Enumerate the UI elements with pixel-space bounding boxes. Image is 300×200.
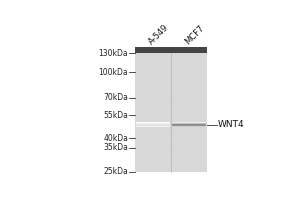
- Bar: [172, 123, 206, 124]
- Bar: [171, 47, 207, 53]
- Text: MCF7: MCF7: [183, 23, 206, 46]
- Bar: [136, 122, 170, 123]
- Bar: [136, 125, 170, 126]
- Bar: [172, 123, 206, 124]
- Text: 35kDa: 35kDa: [103, 143, 128, 152]
- Text: 130kDa: 130kDa: [99, 49, 128, 58]
- Bar: [136, 125, 170, 126]
- Bar: [172, 124, 206, 125]
- Bar: [135, 47, 207, 172]
- Bar: [172, 124, 206, 125]
- Bar: [136, 123, 170, 124]
- Text: A-549: A-549: [147, 23, 170, 46]
- Bar: [136, 124, 170, 125]
- Bar: [172, 122, 206, 123]
- Bar: [172, 123, 206, 124]
- Text: 100kDa: 100kDa: [99, 68, 128, 77]
- Text: WNT4: WNT4: [218, 120, 244, 129]
- Bar: [136, 125, 170, 126]
- Bar: [172, 126, 206, 127]
- Bar: [172, 124, 206, 125]
- Bar: [136, 124, 170, 125]
- Bar: [172, 125, 206, 126]
- Bar: [172, 126, 206, 127]
- Bar: [172, 126, 206, 127]
- Bar: [136, 122, 170, 123]
- Bar: [136, 126, 170, 127]
- Bar: [136, 126, 170, 127]
- Text: 40kDa: 40kDa: [103, 134, 128, 143]
- Bar: [136, 123, 170, 124]
- Bar: [136, 123, 170, 124]
- Text: 55kDa: 55kDa: [103, 111, 128, 120]
- Text: 25kDa: 25kDa: [103, 167, 128, 176]
- Bar: [172, 125, 206, 126]
- Bar: [136, 126, 170, 127]
- Bar: [136, 124, 170, 125]
- Bar: [135, 47, 171, 53]
- Bar: [172, 122, 206, 123]
- Bar: [172, 125, 206, 126]
- Bar: [172, 122, 206, 123]
- Bar: [136, 122, 170, 123]
- Bar: [136, 123, 170, 124]
- Bar: [136, 122, 170, 123]
- Bar: [172, 123, 206, 124]
- Bar: [172, 122, 206, 123]
- Bar: [172, 126, 206, 127]
- Bar: [136, 126, 170, 127]
- Text: 70kDa: 70kDa: [103, 93, 128, 102]
